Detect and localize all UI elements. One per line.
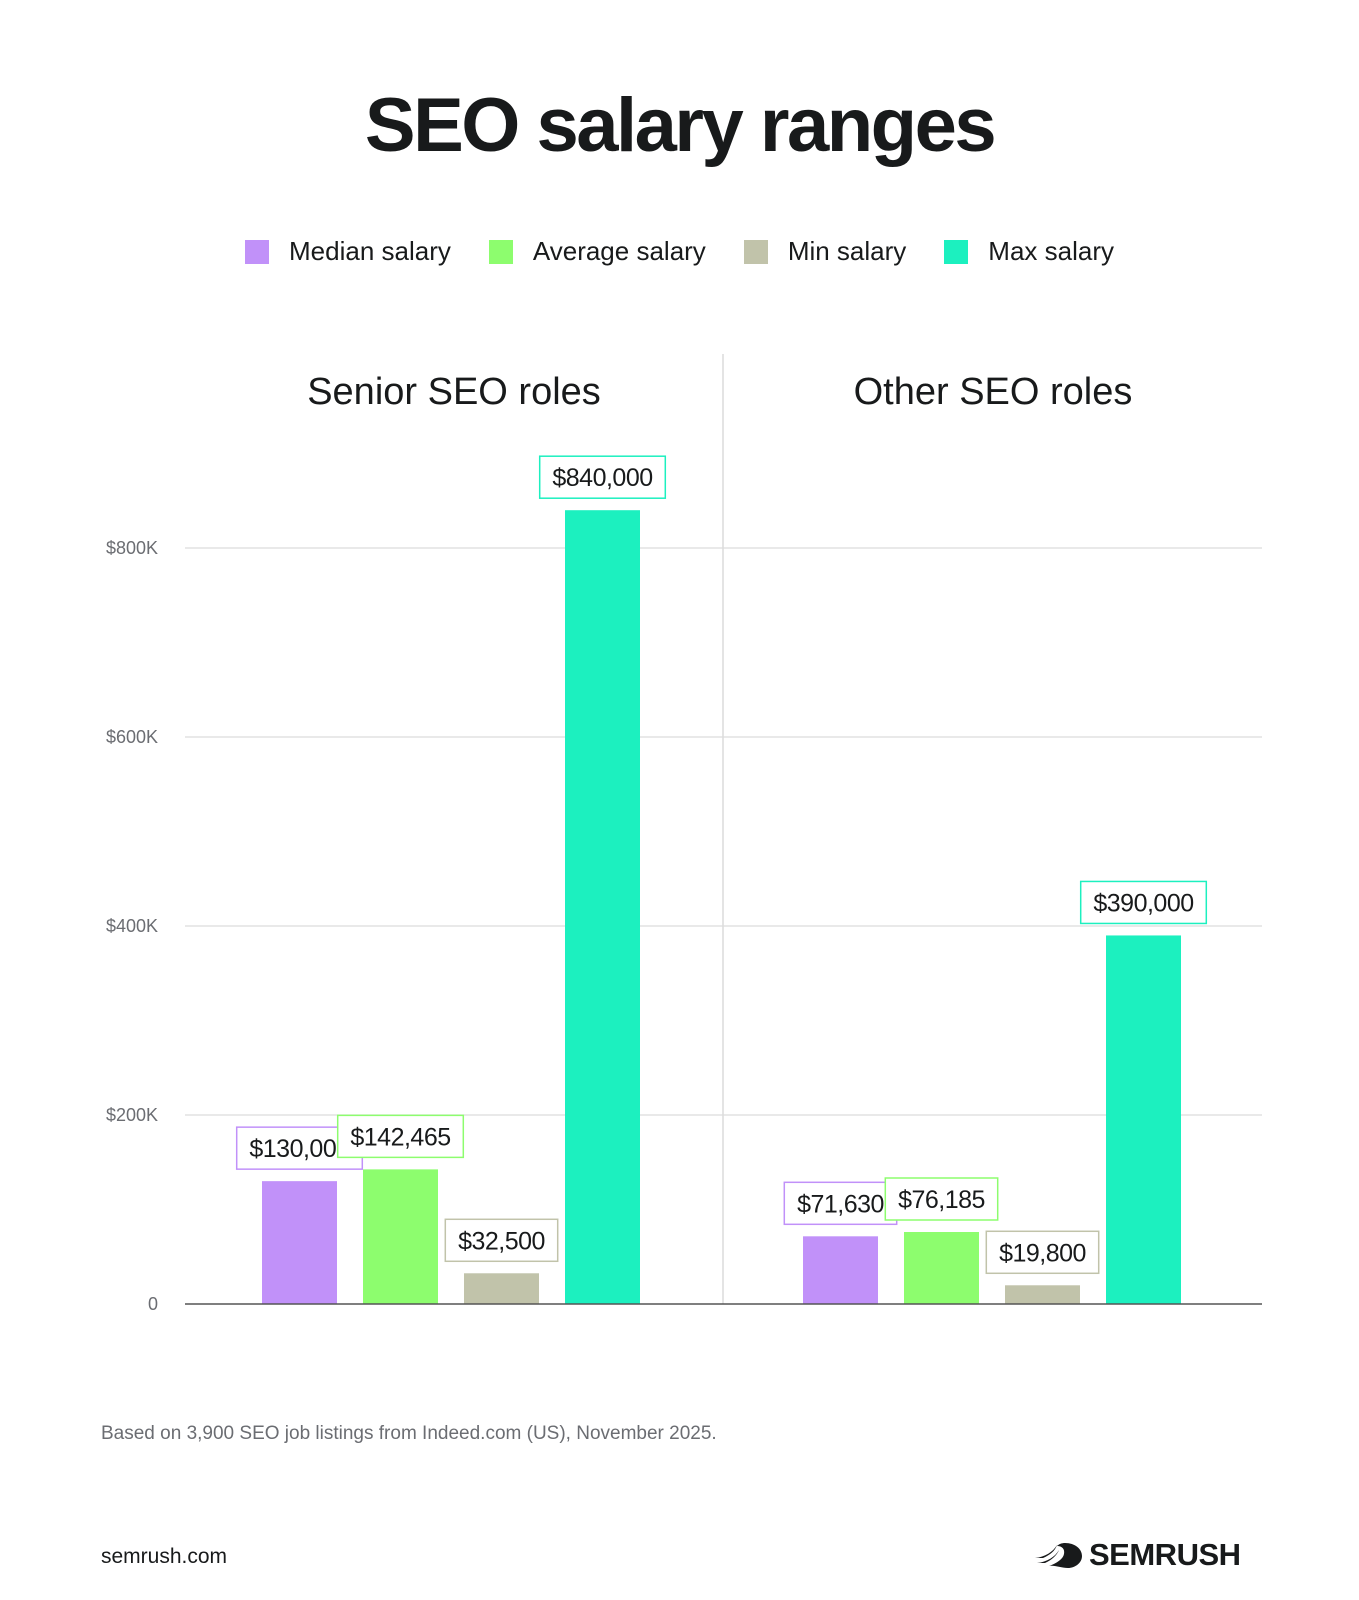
legend-swatch (944, 239, 969, 264)
data-label: $32,500 (458, 1227, 545, 1255)
bar (1106, 935, 1181, 1304)
bar-chart: 0 $200K $400K $600K $800K Senior SEO roles $13… (106, 354, 1262, 1314)
y-tick-label: $200K (106, 1105, 158, 1125)
chart-title: SEO salary ranges (364, 83, 997, 168)
legend-label: Max salary (988, 236, 1114, 266)
data-label: $71,630 (797, 1190, 884, 1218)
y-tick-label: 0 (148, 1294, 158, 1314)
data-label-box (783, 1181, 898, 1226)
legend-item-min: Min salary (743, 236, 907, 267)
data-label-box (538, 455, 667, 499)
bar (363, 1169, 438, 1304)
data-label-box (1079, 880, 1208, 925)
panel-title: Senior SEO roles (307, 371, 601, 413)
footnote: Based on 3,900 SEO job listings from Ind… (101, 1423, 717, 1444)
data-label: $390,000 (1093, 889, 1193, 917)
legend-item-average: Average salary (488, 236, 706, 267)
legend-label: Median salary (289, 236, 451, 266)
legend-swatch (488, 239, 513, 264)
data-label-box (444, 1218, 559, 1263)
data-label: $19,800 (999, 1239, 1086, 1267)
y-tick-label: $400K (106, 916, 158, 936)
data-label: $76,185 (898, 1186, 985, 1214)
data-label-box (336, 1114, 465, 1159)
legend-item-max: Max salary (944, 236, 1114, 267)
semrush-fireball-icon (1035, 1543, 1082, 1568)
legend-label: Average salary (532, 236, 706, 266)
legend: Median salary Average salary Min salary … (0, 236, 1359, 267)
y-tick-label: $600K (106, 727, 158, 747)
legend-item-median: Median salary (245, 236, 451, 267)
data-label-box (985, 1230, 1100, 1275)
bar (904, 1232, 979, 1304)
site-url: semrush.com (101, 1545, 228, 1568)
legend-swatch (743, 239, 768, 264)
bar (464, 1273, 539, 1304)
data-label: $142,465 (350, 1123, 450, 1151)
legend-label: Min salary (787, 236, 907, 266)
bar (262, 1181, 337, 1304)
panel-title: Other SEO roles (854, 371, 1133, 413)
bar (803, 1236, 878, 1304)
bar (1005, 1285, 1080, 1304)
data-label: $130,000 (249, 1135, 349, 1163)
brand-name: SEMRUSH (1089, 1537, 1241, 1572)
data-label-box (884, 1177, 999, 1221)
y-tick-label: $800K (106, 538, 158, 558)
legend-swatch (245, 239, 269, 264)
data-label: $840,000 (552, 464, 652, 492)
bar (565, 510, 640, 1304)
brand-logo: SEMRUSH (1035, 1537, 1241, 1573)
